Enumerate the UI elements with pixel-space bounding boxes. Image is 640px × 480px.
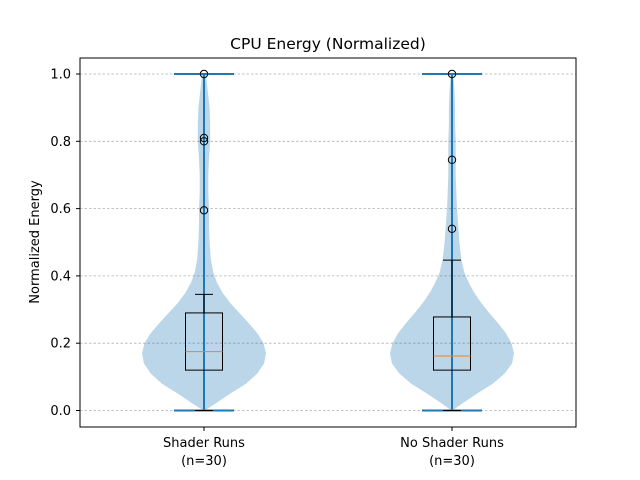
outlier-point (199, 137, 209, 146)
y-tick-label: 0.0 (50, 404, 71, 419)
x-tick-label: No Shader Runs (400, 436, 504, 451)
x-tick-count-label: (n=30) (429, 454, 475, 469)
y-tick-label: 0.6 (50, 202, 71, 217)
outlier-point (447, 224, 457, 233)
x-tick-count-label: (n=30) (181, 454, 227, 469)
outlier-point (447, 155, 457, 165)
outlier-point (447, 69, 457, 79)
box-plots (185, 69, 471, 411)
outlier-point (199, 133, 209, 143)
outlier-point (199, 206, 209, 215)
violin-bodies (142, 73, 514, 412)
y-tick-label: 0.2 (50, 337, 71, 352)
outlier-point (199, 69, 209, 79)
grid-lines (80, 73, 576, 411)
y-tick-label: 0.8 (50, 135, 71, 150)
axes: 0.0 0.2 0.4 0.6 0.8 1.0 Shader Runs (n=30) No Sh… (50, 57, 577, 469)
y-tick-label: 0.4 (50, 269, 71, 284)
y-axis-label: Normalized Energy (28, 180, 43, 304)
y-tick-label: 1.0 (50, 68, 71, 83)
chart-title: CPU Energy (Normalized) (230, 35, 426, 53)
plot-frame (79, 57, 577, 428)
x-tick-label: Shader Runs (163, 436, 245, 451)
